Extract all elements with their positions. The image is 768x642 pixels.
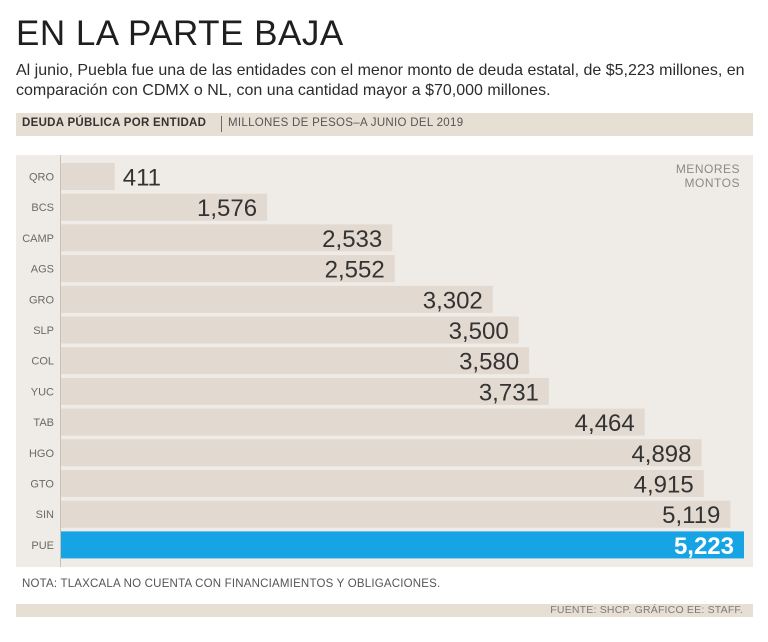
category-label: YUC [31, 386, 54, 398]
value-label: 3,500 [449, 318, 509, 345]
category-label: AGS [31, 264, 54, 276]
bar-col [61, 347, 530, 375]
band-separator [221, 116, 222, 132]
category-label: COL [31, 356, 54, 368]
bar-chart: QRO 411 BCS 1,576 CAMP 2,533 AGS 2,552 GRO 3,302 S… [22, 162, 744, 560]
category-label: QRO [29, 172, 55, 184]
category-label: BCS [31, 202, 54, 214]
bar-yuc [61, 377, 549, 405]
corner-note-line: MONTOS [685, 176, 740, 190]
category-axis-line [60, 155, 61, 567]
plot-area: QRO 411 BCS 1,576 CAMP 2,533 AGS 2,552 GRO 3,302 S… [16, 155, 753, 567]
bar-slp [61, 316, 519, 344]
value-label: 2,533 [322, 226, 382, 253]
source-credit: FUENTE: SHCP. GRÁFICO EE: STAFF. [550, 604, 743, 616]
value-label: 3,731 [479, 379, 539, 406]
bar-bcs [61, 193, 268, 221]
value-label: 4,898 [631, 441, 691, 468]
bar-tab [61, 408, 645, 436]
value-label: 411 [123, 165, 161, 192]
bar-camp [61, 224, 393, 252]
bar-ags [61, 255, 395, 283]
bar-gto [61, 470, 704, 497]
value-label: 5,119 [662, 502, 720, 529]
bar-gro [61, 285, 493, 313]
category-label: PUE [31, 540, 54, 552]
category-label: TAB [33, 417, 54, 429]
bar-sin [61, 500, 731, 528]
bar-qro [61, 163, 115, 190]
category-label: SIN [36, 509, 54, 521]
band-title: DEUDA PÚBLICA POR ENTIDAD [22, 117, 207, 129]
value-label: 4,915 [634, 472, 694, 499]
value-label: 5,223 [674, 533, 734, 560]
category-label: HGO [29, 448, 55, 460]
category-label: CAMP [22, 233, 54, 245]
corner-note-line: MENORES [676, 162, 740, 176]
bar-hgo [61, 439, 702, 467]
value-label: 2,552 [325, 257, 385, 284]
value-label: 3,580 [459, 349, 519, 376]
footer-band: FUENTE: SHCP. GRÁFICO EE: STAFF. [16, 604, 753, 617]
value-label: 4,464 [575, 410, 635, 437]
footnote: NOTA: TLAXCALA NO CUENTA CON FINANCIAMIE… [22, 578, 441, 590]
band-units: MILLONES DE PESOS–A JUNIO DEL 2019 [228, 117, 464, 129]
category-label: SLP [33, 325, 54, 337]
category-label: GTO [30, 479, 54, 491]
header-band: DEUDA PÚBLICA POR ENTIDAD MILLONES DE PE… [16, 113, 753, 136]
bar-pue [61, 531, 744, 559]
chart-subtitle: Al junio, Puebla fue una de las entidade… [16, 62, 745, 99]
chart-title: EN LA PARTE BAJA [16, 14, 344, 53]
value-label: 1,576 [197, 195, 257, 222]
value-label: 3,302 [423, 287, 483, 314]
category-label: GRO [29, 294, 55, 306]
